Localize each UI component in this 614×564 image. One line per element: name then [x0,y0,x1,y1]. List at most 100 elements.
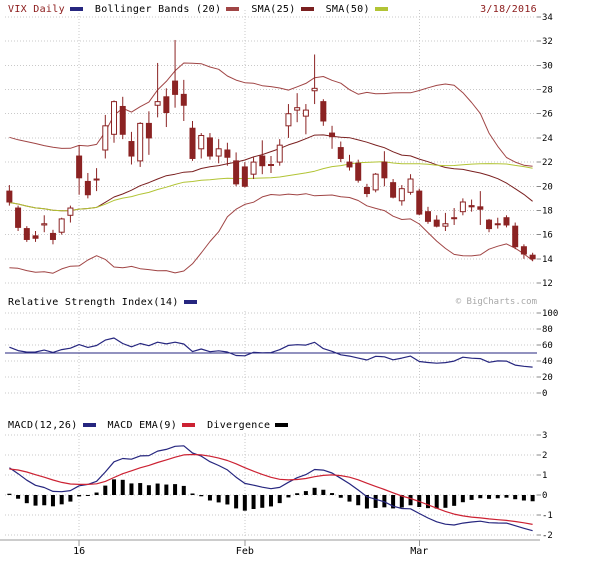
divergence-bar [242,495,247,511]
candle-body [529,254,536,260]
legend-sma50-label: SMA(50) [325,3,370,15]
axis-tick-label: 12 [542,279,553,289]
axis-tick-label: 80 [542,325,553,335]
divergence-bar [260,495,265,508]
rsi-line [9,337,533,368]
axis-tick-label: 30 [542,61,553,71]
divergence-bar [469,495,474,500]
divergence-bar [190,493,195,495]
sma25-swatch [300,7,314,11]
candle-body [76,155,83,179]
axis-tick-label: 40 [542,357,553,367]
candle-body [486,219,493,230]
macd-ema-swatch [182,423,196,427]
divergence-bar [7,493,12,495]
sma50-line [9,161,533,212]
candle-body [407,178,414,193]
divergence-bar [408,495,413,506]
symbol-title: VIX Daily [8,3,65,15]
divergence-bar [373,495,378,508]
legend-sma25-label: SMA(25) [251,3,296,15]
candle-body [154,101,161,106]
price-panel: 34 32 30 28 26 24 22 20 18 16 14 12 [5,10,553,289]
axis-tick-label: 32 [542,37,553,47]
axis-tick-label: 16 [542,231,553,241]
candle-body [285,113,292,127]
candle-body [233,160,240,185]
candle-body [433,219,440,227]
candle-body [206,137,213,157]
candle-body [215,148,222,157]
candle-body [363,186,370,195]
candle-body [381,161,388,179]
candle-body [468,205,475,208]
candle-body [32,235,39,239]
x-axis-label-row: 16 Feb Mar [0,546,614,562]
divergence-bar [181,485,186,495]
rsi-legend-row: Relative Strength Index(14) © BigCharts.… [8,296,537,308]
legend-rsi-label: Relative Strength Index(14) [8,296,179,308]
candle-body [163,96,170,114]
candle-body [442,223,449,227]
divergence-bar [347,495,352,502]
axis-tick-label: 20 [542,182,553,192]
candle-body [111,101,118,135]
bigcharts-watermark: © BigCharts.com [455,297,537,307]
axis-tick-label: 0 [542,389,547,399]
candle-body [241,166,248,187]
divergence-bar [312,487,317,495]
candle-body [250,161,257,175]
candle-body [346,161,353,168]
rsi-panel: 100 80 60 40 20 0 [5,309,558,399]
divergence-bar [303,491,308,495]
legend-macd-label: MACD(12,26) [8,419,78,431]
divergence-bar [521,495,526,501]
divergence-bar [391,495,396,509]
macd-legend-row: MACD(12,26) MACD EMA(9) Divergence [8,419,537,431]
divergence-bar [399,495,404,508]
divergence-swatch [275,423,289,427]
candle-body [503,217,510,226]
divergence-bar [68,495,73,502]
candle-body [311,87,318,92]
divergence-bar [59,495,64,505]
axis-tick-label: 14 [542,255,553,265]
candle-body [6,190,13,203]
candle-body [189,127,196,159]
macd-panel: 3 2 1 0 -1 -2 [0,431,553,546]
axis-tick-label: 34 [542,13,553,23]
candle-body [390,182,397,198]
candle-body [294,107,301,111]
divergence-bar [120,479,125,495]
divergence-bar [94,492,99,495]
divergence-bar [425,495,430,509]
bollinger-upper-line [9,62,533,167]
divergence-bar [50,495,55,507]
candle-body [128,141,135,157]
axis-tick-label: -1 [542,511,553,521]
divergence-bar [112,479,117,495]
candle-body [398,188,405,202]
divergence-bar [269,495,273,507]
divergence-bar [530,495,535,502]
divergence-bar [434,495,439,509]
divergence-bar [16,495,21,499]
axis-tick-label: 100 [542,309,558,319]
axis-tick-label: 20 [542,373,553,383]
divergence-bar [277,495,282,504]
candle-body [84,180,91,196]
candle-body [494,223,501,226]
candle-body [302,109,309,117]
axis-tick-label: 3 [542,431,547,441]
candle-body [512,225,519,248]
divergence-bar [487,495,492,499]
bollinger-swatch [226,7,240,11]
divergence-bar [251,495,256,509]
axis-tick-label: 22 [542,158,553,168]
divergence-bar [173,484,178,495]
candle-body [23,228,30,240]
axis-tick-label: 18 [542,206,553,216]
candle-body [459,201,466,213]
legend-bollinger-label: Bollinger Bands (20) [94,3,222,15]
